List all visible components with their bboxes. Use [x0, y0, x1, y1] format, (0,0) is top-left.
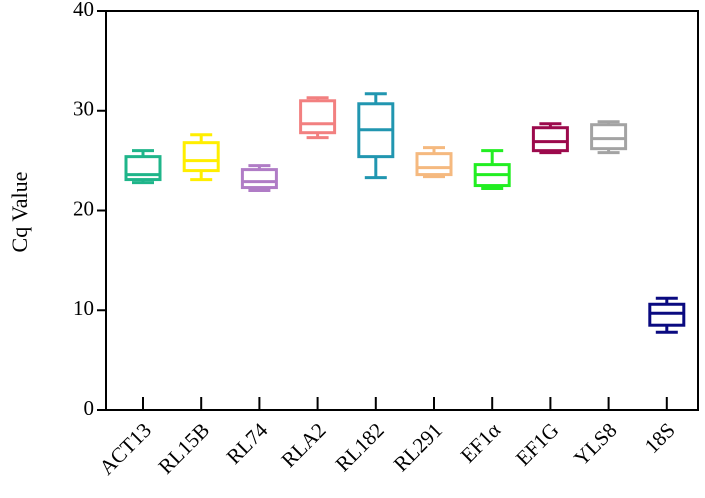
box-RL291: [415, 152, 453, 177]
x-tick-label: EF1α: [456, 418, 506, 468]
x-tick-label: 18S: [640, 418, 680, 458]
x-tick-label: RL182: [331, 418, 389, 476]
box-RL15B: [182, 141, 220, 173]
y-axis-title: Cq Value: [7, 172, 32, 253]
plot-frame: [105, 10, 699, 411]
y-tick-label: 20: [73, 196, 94, 220]
x-tick-label: RL74: [222, 418, 273, 469]
box-ACT13: [124, 155, 162, 182]
x-tick-label: RLA2: [276, 418, 330, 472]
x-tick-label: EF1G: [511, 418, 563, 470]
box-RL74: [240, 168, 278, 190]
box-YLS8: [590, 123, 628, 151]
x-tick-label: ACT13: [94, 418, 156, 480]
box-RLA2: [299, 99, 337, 135]
x-tick-label: YLS8: [569, 418, 621, 470]
y-tick-label: 30: [73, 97, 94, 121]
y-tick-label: 0: [84, 396, 95, 420]
y-tick-label: 40: [73, 0, 94, 21]
y-tick-label: 10: [73, 296, 94, 320]
box-EF1G: [531, 126, 569, 153]
x-tick-label: RL15B: [153, 418, 214, 479]
x-tick-label: RL291: [389, 418, 447, 476]
